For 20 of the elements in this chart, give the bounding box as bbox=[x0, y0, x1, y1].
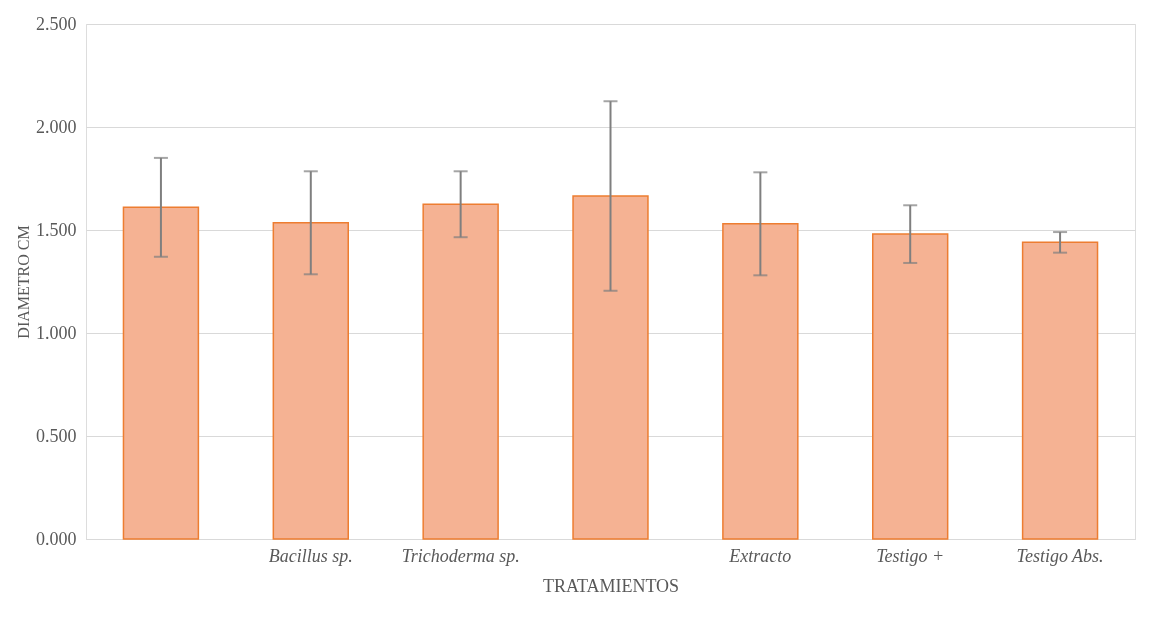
x-tick-label: Bacillus sp. bbox=[268, 545, 353, 566]
bar bbox=[422, 203, 499, 540]
y-tick-label: 1.000 bbox=[36, 322, 77, 343]
x-tick-label: Testigo Abs. bbox=[1016, 545, 1104, 566]
bar bbox=[122, 206, 200, 540]
bar bbox=[1021, 241, 1099, 540]
y-tick-label: 2.000 bbox=[36, 116, 77, 137]
y-tick-label: 1.500 bbox=[36, 219, 77, 240]
x-tick-label: Extracto bbox=[728, 545, 792, 566]
bar bbox=[722, 223, 799, 540]
x-tick-label: Trichoderma sp. bbox=[401, 545, 520, 566]
x-tick-label: Testigo + bbox=[876, 545, 945, 566]
bar bbox=[572, 195, 649, 540]
bar bbox=[872, 233, 949, 540]
y-tick-label: 0.000 bbox=[36, 528, 77, 549]
y-tick-label: 2.500 bbox=[36, 13, 77, 34]
y-tick-label: 0.500 bbox=[36, 425, 77, 446]
bar bbox=[272, 222, 349, 540]
y-axis-title: DIAMETRO CM bbox=[15, 225, 32, 339]
x-axis-title: TRATAMIENTOS bbox=[542, 575, 680, 596]
